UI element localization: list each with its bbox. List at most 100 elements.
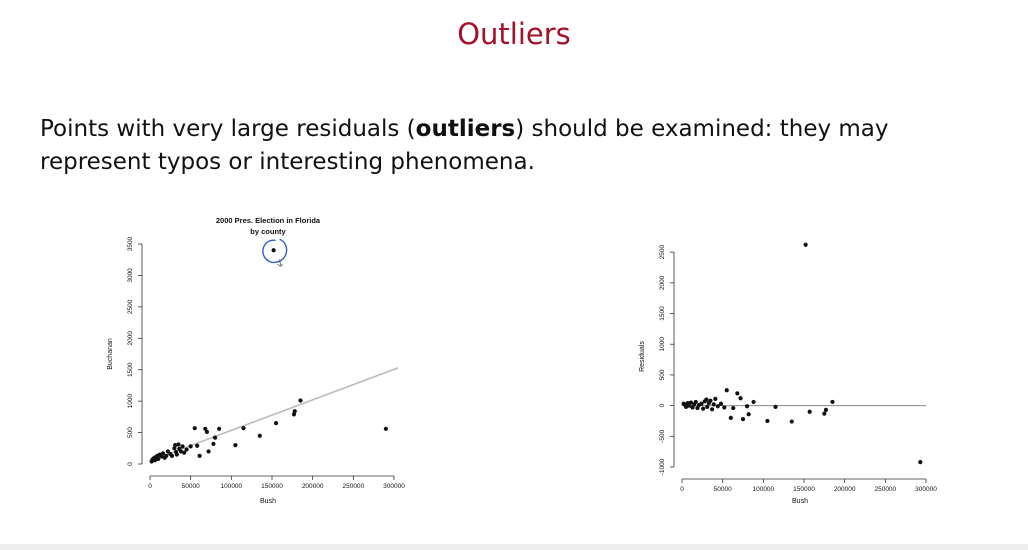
data-point [738, 396, 743, 401]
data-point [713, 396, 718, 401]
data-point [683, 404, 689, 409]
data-point [160, 451, 166, 456]
data-point [731, 405, 736, 411]
y-tick-label: 2500 [127, 299, 134, 314]
data-point [184, 447, 189, 452]
data-point [807, 409, 812, 414]
y-axis-label: Residuals [639, 341, 646, 372]
data-point [822, 411, 827, 416]
y-tick-label: 1000 [659, 337, 666, 352]
data-point [156, 456, 161, 462]
x-tick-label: 300000 [383, 483, 405, 490]
data-point [773, 404, 778, 409]
data-point [152, 458, 157, 463]
data-point [291, 412, 297, 417]
data-point [298, 398, 303, 403]
data-point [690, 405, 695, 410]
x-tick-label: 200000 [302, 483, 324, 490]
data-point [204, 429, 210, 435]
outlier-circle-annotation [262, 238, 288, 263]
slide-body-text: Points with very large residuals (outlie… [40, 113, 1000, 179]
data-point [751, 399, 756, 405]
data-point [687, 403, 692, 408]
data-point [715, 404, 720, 409]
x-tick-label: 200000 [834, 486, 856, 493]
y-tick-label: 2500 [659, 245, 666, 260]
data-point [711, 402, 716, 407]
data-point [164, 453, 169, 458]
data-point [195, 443, 200, 448]
data-point [740, 417, 746, 422]
data-point [271, 248, 276, 253]
y-tick-label: 0 [659, 403, 666, 407]
regression-line [149, 367, 399, 462]
data-point [383, 426, 388, 431]
data-point [192, 426, 197, 431]
data-point [188, 444, 193, 449]
data-point [709, 407, 715, 412]
y-tick-label: 1000 [127, 394, 134, 409]
body-text-bold-outliers: outliers [415, 116, 516, 142]
data-point [169, 453, 175, 458]
y-tick-label: 500 [127, 427, 134, 438]
chart-2: -1000 -500 0 500 1000 1500 2000 2500 0 50000 10000… [639, 242, 937, 505]
data-point [701, 406, 706, 411]
chart-title: 2000 Pres. Election in Florida [216, 216, 321, 225]
y-tick-label: 3500 [127, 236, 134, 251]
x-tick-label: 0 [680, 486, 684, 493]
data-point [728, 415, 733, 420]
data-point [180, 444, 185, 449]
x-axis-label: Bush [260, 498, 276, 505]
chart-subtitle: by county [250, 227, 286, 236]
data-point [699, 401, 704, 406]
data-point [173, 443, 178, 448]
y-tick-label: -500 [659, 429, 666, 442]
data-point [823, 407, 829, 413]
data-point [206, 449, 211, 454]
data-point [803, 242, 808, 247]
data-point [292, 409, 297, 414]
data-point [744, 404, 750, 409]
x-tick-label: 100000 [752, 486, 774, 493]
data-point [704, 397, 709, 402]
y-tick-label: -1000 [659, 458, 666, 475]
data-point [233, 443, 238, 448]
body-text-part-2: ) should be examined: they may represent… [40, 116, 889, 175]
x-tick-label: 50000 [182, 483, 200, 490]
cursor-mark-icon [277, 259, 283, 267]
data-point [273, 421, 279, 426]
data-point [746, 412, 751, 417]
data-point [159, 454, 164, 459]
x-tick-label: 250000 [342, 483, 364, 490]
data-point [172, 446, 177, 451]
y-tick-label: 1500 [127, 362, 134, 377]
data-point [718, 401, 724, 406]
y-tick-label: 1500 [659, 306, 666, 321]
slide-title: Outliers [457, 17, 571, 51]
data-point [735, 391, 740, 396]
data-point [176, 442, 181, 447]
data-point [257, 433, 262, 438]
data-point [174, 452, 179, 457]
data-point [789, 419, 794, 424]
data-point [203, 426, 208, 431]
data-point [705, 404, 710, 409]
data-point [918, 459, 923, 465]
data-point [695, 405, 700, 411]
y-tick-label: 3000 [127, 268, 134, 283]
data-point [211, 441, 216, 446]
data-point [182, 450, 187, 455]
x-tick-label: 150000 [793, 486, 815, 493]
data-point [830, 399, 835, 405]
x-tick-label: 300000 [915, 486, 937, 493]
data-point [197, 453, 202, 458]
data-point [722, 405, 727, 410]
data-point [217, 426, 222, 431]
chart-1: 0 500 1000 1500 2000 2500 3000 3500 0 50000 100000… [107, 216, 405, 505]
y-tick-label: 2000 [127, 331, 134, 346]
y-tick-label: 0 [127, 462, 134, 466]
y-tick-label: 2000 [659, 275, 666, 290]
x-tick-label: 150000 [261, 483, 283, 490]
data-point [708, 398, 713, 403]
